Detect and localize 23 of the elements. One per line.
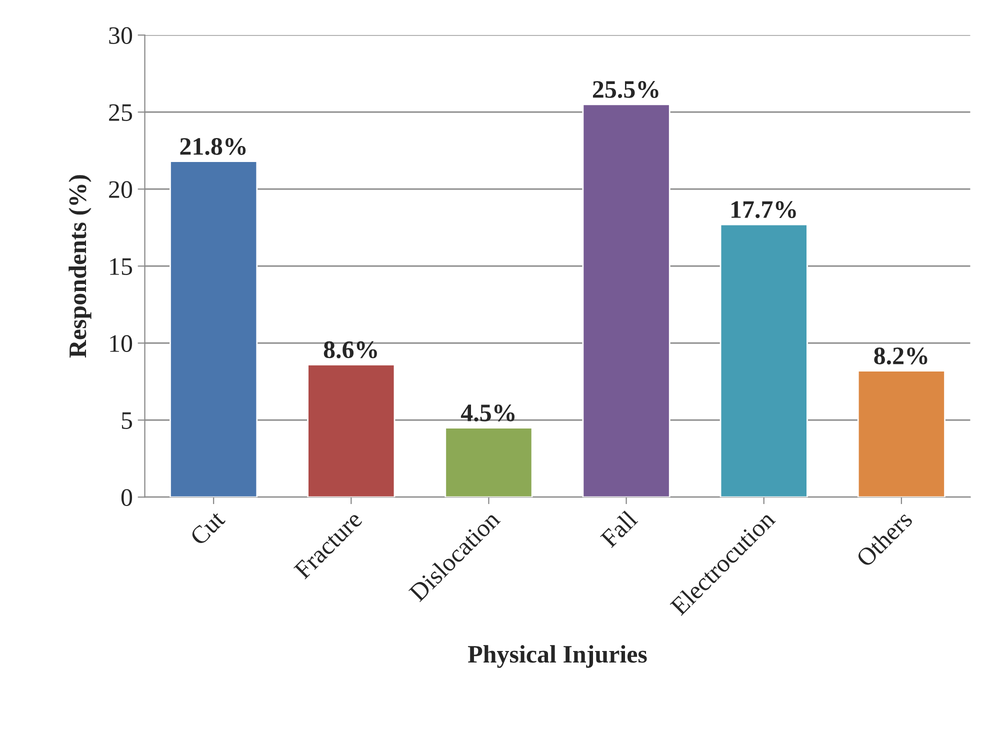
data-label: 21.8% bbox=[180, 138, 246, 156]
y-tick-label: 20 bbox=[109, 181, 132, 198]
y-tick-label: 5 bbox=[122, 412, 132, 429]
bar bbox=[857, 370, 946, 498]
y-tick-label: 10 bbox=[110, 335, 132, 352]
y-axis-title: Respondents (%) bbox=[68, 175, 92, 358]
bar bbox=[307, 364, 396, 498]
x-axis-title: Physical Injuries bbox=[468, 645, 647, 668]
bar bbox=[170, 160, 258, 498]
y-tick-label: 30 bbox=[109, 27, 132, 44]
bar bbox=[582, 104, 670, 498]
data-label: 17.7% bbox=[731, 201, 796, 218]
bar bbox=[720, 224, 808, 498]
x-tick-label: Cut bbox=[189, 510, 226, 546]
y-tick-label: 25 bbox=[109, 104, 132, 122]
y-tick-label: 15 bbox=[110, 258, 132, 276]
data-label: 8.6% bbox=[324, 341, 377, 358]
data-label: 4.5% bbox=[460, 404, 515, 422]
data-label: 25.5% bbox=[592, 81, 658, 98]
x-tick-label: Fall bbox=[599, 509, 638, 548]
data-label: 8.2% bbox=[874, 347, 928, 364]
y-tick-label: 0 bbox=[121, 489, 132, 506]
bar bbox=[444, 427, 533, 498]
